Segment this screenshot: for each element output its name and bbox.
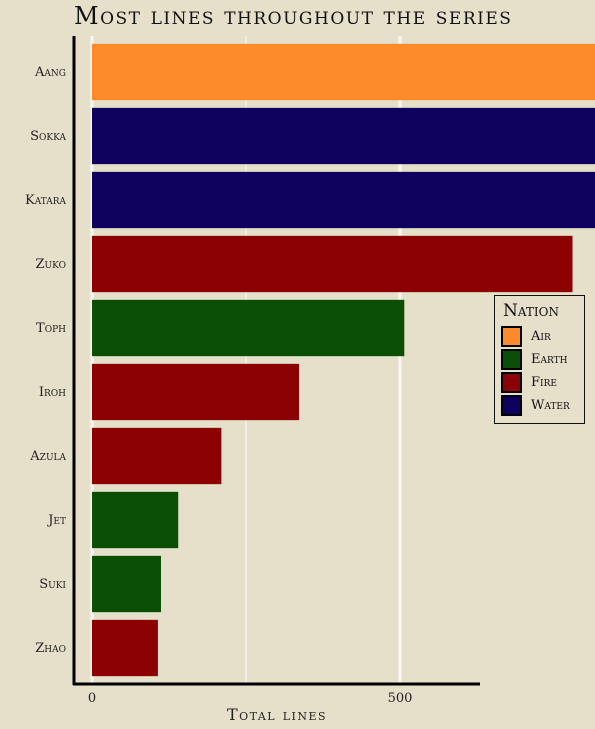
category-label-azula: Azula: [29, 449, 66, 464]
x-tick-label: 0: [88, 691, 96, 706]
bar-iroh: [92, 363, 299, 421]
category-label-katara: Katara: [25, 193, 67, 208]
x-axis-label: Total lines: [227, 705, 327, 724]
bars: [92, 43, 595, 677]
legend-item-water: Water: [501, 395, 585, 418]
bar-jet: [92, 491, 179, 549]
legend-label-water: Water: [531, 398, 570, 413]
category-label-aang: Aang: [34, 65, 66, 80]
chart-title: Most lines throughout the series: [74, 2, 513, 30]
legend: Nation Air Earth Fire Water: [494, 295, 585, 424]
legend-swatch-fire: [501, 372, 522, 393]
bar-zhao: [92, 619, 158, 677]
legend-label-air: Air: [531, 329, 551, 344]
legend-swatch-water: [501, 395, 522, 416]
bar-suki: [92, 555, 161, 613]
bar-azula: [92, 427, 222, 485]
category-label-jet: Jet: [46, 513, 66, 528]
category-label-toph: Toph: [36, 321, 66, 336]
bar-katara: [92, 171, 595, 229]
legend-item-earth: Earth: [501, 349, 585, 372]
legend-item-air: Air: [501, 326, 585, 349]
legend-item-fire: Fire: [501, 372, 585, 395]
legend-title: Nation: [503, 301, 559, 321]
category-label-zhao: Zhao: [35, 641, 66, 656]
legend-label-earth: Earth: [531, 352, 568, 367]
bar-sokka: [92, 107, 595, 165]
category-labels: Aang Sokka Katara Zuko Toph Iroh Azula Jet Suki Z…: [25, 65, 67, 656]
x-tick-labels: 050010001500: [88, 691, 413, 706]
bar-zuko: [92, 235, 573, 293]
category-label-sokka: Sokka: [30, 129, 66, 144]
category-label-zuko: Zuko: [36, 257, 66, 272]
legend-label-fire: Fire: [531, 375, 557, 390]
legend-swatch-earth: [501, 349, 522, 370]
legend-swatch-air: [501, 326, 522, 347]
category-label-iroh: Iroh: [39, 385, 66, 400]
bar-toph: [92, 299, 405, 357]
x-tick-label: 500: [388, 691, 413, 706]
bar-aang: [92, 43, 595, 101]
category-label-suki: Suki: [39, 577, 66, 592]
